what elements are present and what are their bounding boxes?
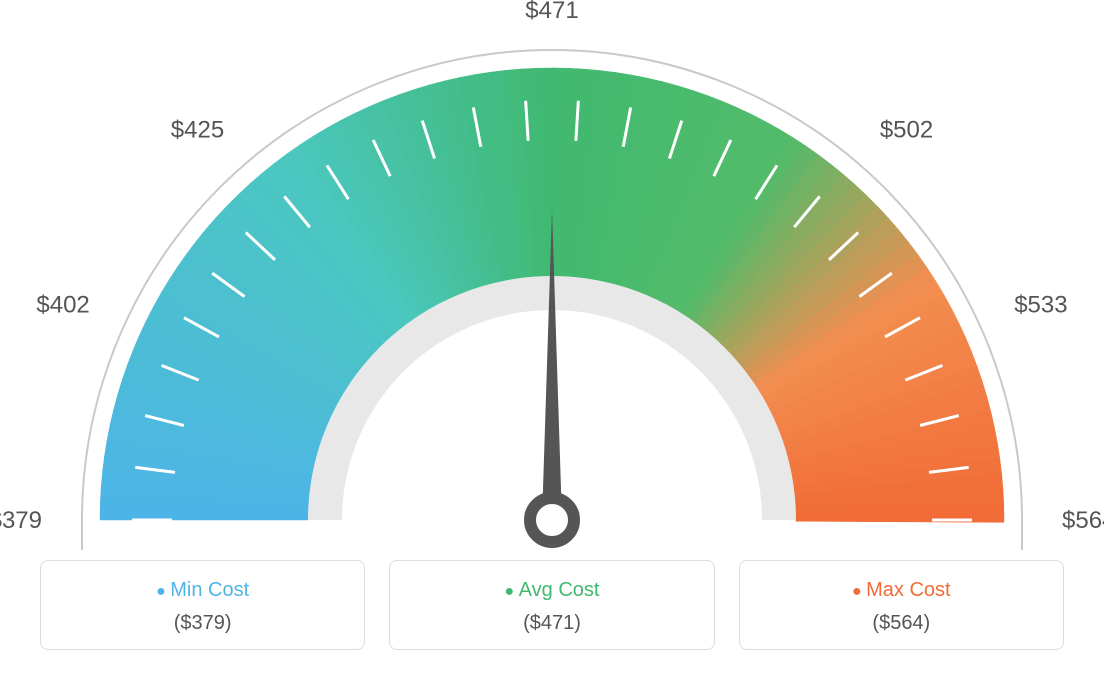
gauge-tick-label: $533	[1014, 291, 1067, 318]
legend-label: Min Cost	[51, 579, 354, 602]
gauge-tick-label: $564	[1062, 507, 1104, 534]
legend-card: Min Cost ($379)	[40, 560, 365, 650]
gauge-tick-label: $425	[171, 116, 224, 143]
legend-label: Max Cost	[750, 579, 1053, 602]
gauge-needle-hub	[530, 498, 574, 542]
legend-value: ($471)	[400, 612, 703, 635]
gauge-tick-label: $502	[880, 116, 933, 143]
gauge-tick-label: $379	[0, 507, 42, 534]
gauge-tick-label: $402	[36, 291, 89, 318]
legend-card: Max Cost ($564)	[739, 560, 1064, 650]
legend-value: ($564)	[750, 612, 1053, 635]
gauge-svg: $379 $402 $425 $471 $502 $533 $564	[0, 0, 1104, 560]
gauge-tick-label: $471	[525, 0, 578, 24]
legend-value: ($379)	[51, 612, 354, 635]
legend-card: Avg Cost ($471)	[389, 560, 714, 650]
legend-label: Avg Cost	[400, 579, 703, 602]
legend-row: Min Cost ($379) Avg Cost ($471) Max Cost ($56…	[0, 560, 1104, 650]
cost-gauge: $379 $402 $425 $471 $502 $533 $564	[0, 0, 1104, 560]
